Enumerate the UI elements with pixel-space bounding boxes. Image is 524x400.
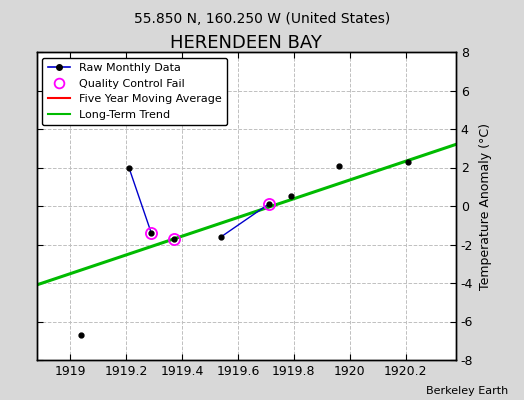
- Legend: Raw Monthly Data, Quality Control Fail, Five Year Moving Average, Long-Term Tren: Raw Monthly Data, Quality Control Fail, …: [42, 58, 227, 125]
- Title: HERENDEEN BAY: HERENDEEN BAY: [170, 34, 322, 52]
- Text: Berkeley Earth: Berkeley Earth: [426, 386, 508, 396]
- Y-axis label: Temperature Anomaly (°C): Temperature Anomaly (°C): [479, 122, 492, 290]
- Text: 55.850 N, 160.250 W (United States): 55.850 N, 160.250 W (United States): [134, 12, 390, 26]
